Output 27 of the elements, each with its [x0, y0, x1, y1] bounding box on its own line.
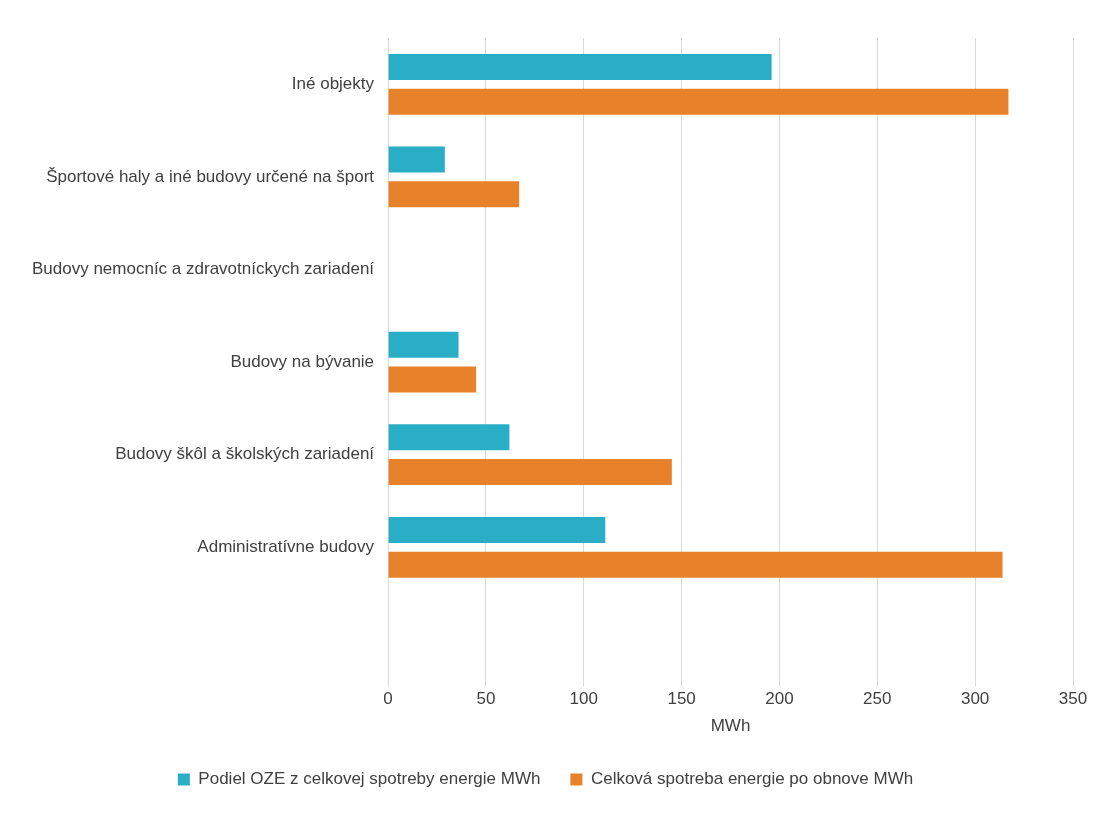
x-tick-label: 300 — [960, 689, 990, 709]
y-tick-label: Športové haly a iné budovy určené na šport — [46, 166, 375, 186]
bar — [388, 331, 459, 358]
y-tick-label: Administratívne budovy — [197, 536, 375, 556]
x-tick-label: 200 — [765, 689, 794, 709]
legend-label: Celková spotreba energie po obnove MWh — [590, 769, 914, 789]
bar — [388, 146, 445, 173]
y-tick-label: Iné objekty — [291, 73, 375, 93]
y-tick-label: Budovy na bývanie — [230, 351, 375, 371]
x-tick-label: 250 — [863, 689, 892, 709]
y-tick-label: Budovy nemocníc a zdravotníckych zariadení — [31, 259, 375, 279]
bar — [388, 551, 1003, 578]
x-tick-label: 0 — [383, 689, 393, 709]
bar — [388, 424, 510, 451]
bar — [388, 53, 772, 80]
bar — [388, 181, 520, 208]
y-tick-label: Budovy škôl a školských zariadení — [115, 444, 375, 464]
bar — [388, 366, 477, 393]
x-axis-title: MWh — [710, 716, 751, 736]
bar — [388, 516, 606, 543]
bar — [388, 459, 672, 486]
legend-label: Podiel OZE z celkovej spotreby energie MWh — [198, 769, 541, 789]
x-tick-label: 150 — [667, 689, 696, 709]
bar — [388, 88, 1009, 115]
x-tick-label: 50 — [476, 689, 496, 709]
x-tick-label: 100 — [569, 689, 598, 709]
x-tick-label: 350 — [1058, 689, 1088, 709]
